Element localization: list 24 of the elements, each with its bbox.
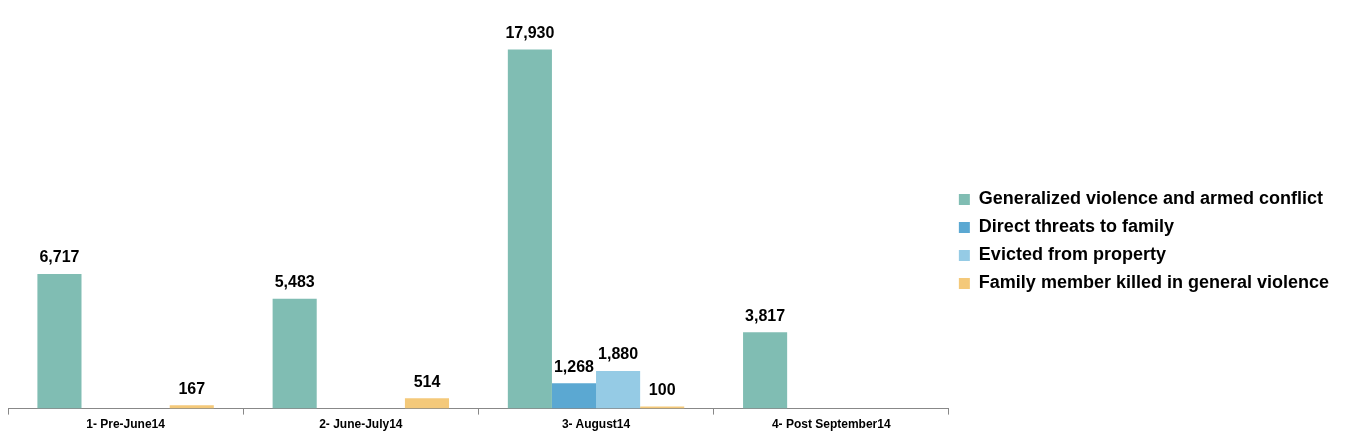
data-label: 6,717 xyxy=(39,248,80,266)
data-label: 514 xyxy=(413,372,441,390)
x-tick-label: 3- August14 xyxy=(561,417,631,432)
data-label: 100 xyxy=(648,381,676,398)
data-label: 167 xyxy=(178,379,206,397)
x-tick-label: 4- Post September14 xyxy=(771,417,891,432)
data-label: 17,930 xyxy=(505,23,555,41)
x-tick-label: 1- Pre-June14 xyxy=(86,417,166,432)
data-label: 1,268 xyxy=(553,357,595,375)
bar xyxy=(596,370,641,409)
legend-label: Evicted from property xyxy=(978,244,1166,265)
data-label: 5,483 xyxy=(274,273,315,291)
data-label: 3,817 xyxy=(745,306,786,324)
bar xyxy=(37,274,82,409)
legend-label: Generalized violence and armed conflict xyxy=(978,188,1323,209)
bar xyxy=(551,383,597,409)
bar xyxy=(404,398,450,409)
bar xyxy=(743,332,788,409)
legend-label: Direct threats to family xyxy=(978,216,1174,237)
x-tick-label: 2- June-July14 xyxy=(319,417,403,432)
data-label: 1,880 xyxy=(598,345,639,363)
legend-label: Family member killed in general violence xyxy=(978,272,1329,293)
bar xyxy=(507,49,552,409)
bar xyxy=(272,298,317,409)
